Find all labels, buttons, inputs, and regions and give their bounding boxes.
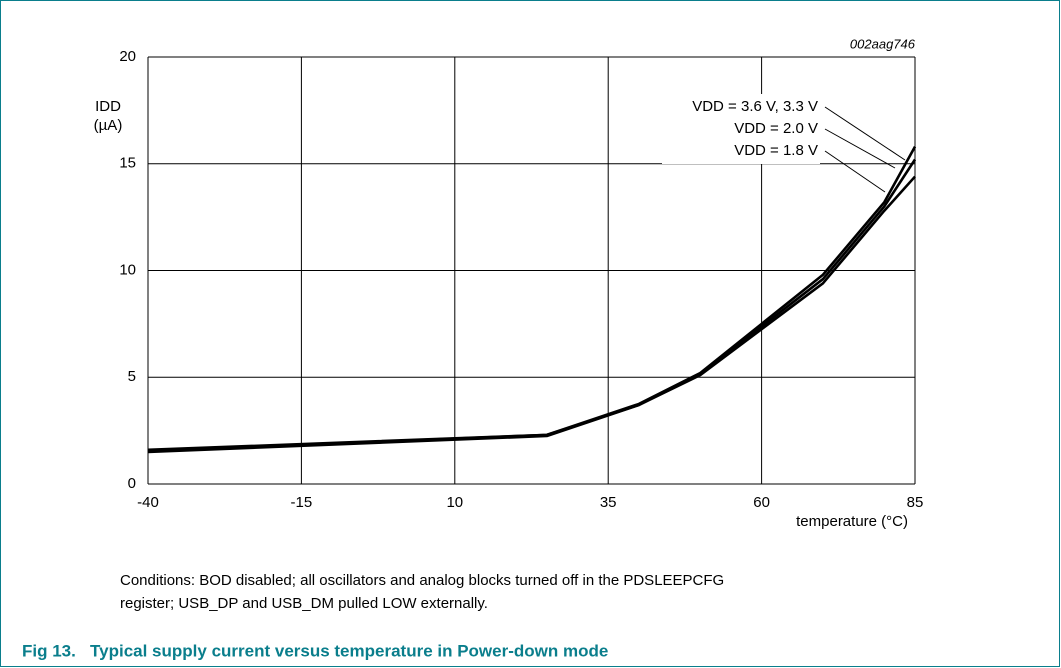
x-tick-label: -15 [291,494,313,511]
plot: 0 5 10 15 20 -40 -15 10 35 60 85 VDD = 3.6 V, 3.3 V… [119,48,923,511]
annotation: 002aag746 [850,36,916,51]
legend-bg [662,94,820,164]
legend-label: VDD = 2.0 V [734,120,818,137]
x-tick-label: 85 [907,494,924,511]
y-tick-label: 20 [119,48,136,65]
legend-label: VDD = 1.8 V [734,142,818,159]
x-tick-label: 35 [600,494,617,511]
y-tick-label: 5 [128,368,136,385]
x-tick-label: 60 [753,494,770,511]
y-label: IDD [95,98,121,115]
note-line: Conditions: BOD disabled; all oscillator… [120,572,724,589]
y-tick-label: 0 [128,475,136,492]
y-tick-label: 10 [119,261,136,278]
y-tick-label: 15 [119,155,136,172]
figure-caption: Fig 13. Typical supply current versus te… [22,641,608,660]
y-unit: (µA) [94,117,123,134]
leader-line [824,106,906,161]
leader-line [824,150,886,193]
x-label: temperature (°C) [796,513,908,530]
legend-label: VDD = 3.6 V, 3.3 V [692,98,818,115]
note-line: register; USB_DP and USB_DM pulled LOW e… [120,595,488,612]
x-tick-label: 10 [446,494,463,511]
data-line [147,175,916,454]
x-tick-label: -40 [137,494,159,511]
leader-line [824,128,896,169]
